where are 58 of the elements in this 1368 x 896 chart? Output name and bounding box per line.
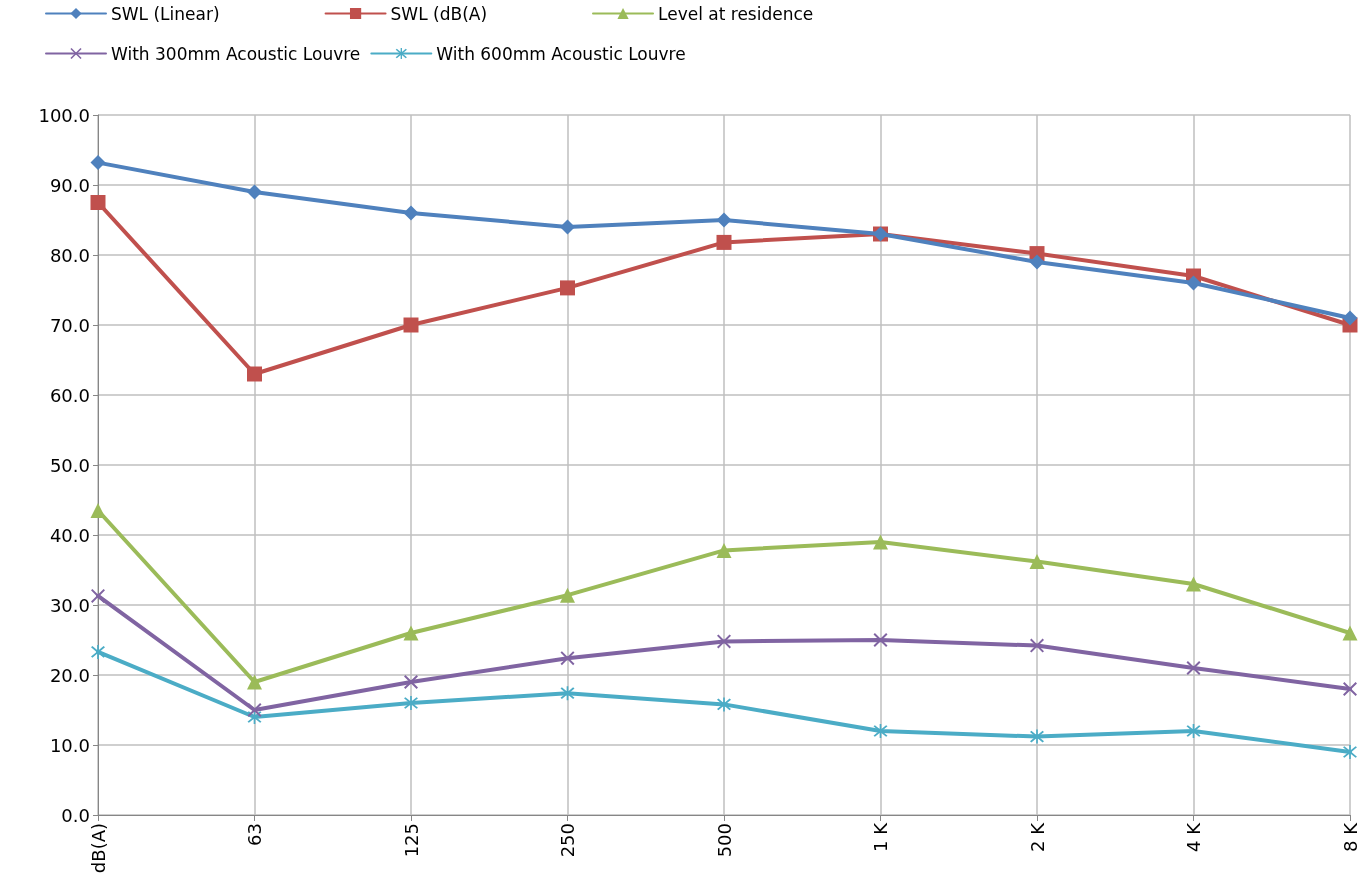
point (717, 697, 731, 712)
point (1342, 310, 1358, 326)
point (90, 155, 106, 171)
y-tick-label: 80.0 (49, 244, 90, 266)
point (560, 587, 575, 603)
legend-label: SWL (dB(A) (390, 3, 488, 24)
point (716, 234, 732, 250)
point (1186, 275, 1201, 291)
y-tick-label: 10.0 (49, 734, 90, 756)
point (91, 588, 105, 603)
point (403, 205, 419, 221)
point (1186, 576, 1201, 592)
point (716, 542, 732, 558)
point (404, 675, 418, 689)
point (247, 184, 262, 200)
x-tick-label: 4 K (1183, 821, 1204, 852)
point (403, 625, 419, 641)
y-tick-label: 20.0 (49, 664, 90, 686)
y-tick-label: 30.0 (49, 594, 90, 616)
point (716, 212, 732, 228)
point (403, 317, 419, 333)
legend-label: Level at residence (658, 3, 814, 24)
point (247, 366, 262, 382)
point (560, 280, 575, 296)
x-tick-label: 1 K (870, 821, 891, 852)
y-tick-label: 100.0 (38, 104, 90, 126)
x-tick-label: 250 (557, 823, 578, 858)
legend-label: With 300mm Acoustic Louvre (111, 43, 361, 64)
point (404, 696, 418, 710)
point (1343, 682, 1357, 696)
legend-label: With 600mm Acoustic Louvre (436, 43, 686, 64)
point (1029, 254, 1045, 270)
point (90, 503, 106, 518)
y-tick-label: 0.0 (61, 804, 90, 826)
point (1029, 554, 1045, 570)
point (560, 219, 575, 235)
point (1030, 729, 1044, 744)
y-tick-label: 90.0 (49, 174, 90, 196)
legend-label: SWL (Linear) (111, 3, 220, 24)
x-tick-label: 125 (400, 823, 422, 858)
point (1343, 745, 1357, 759)
x-tick-label: 500 (713, 823, 735, 858)
x-tick-label: dB(A) (87, 823, 109, 874)
point (1030, 638, 1044, 653)
point (873, 534, 888, 550)
point (91, 644, 105, 659)
y-tick-label: 70.0 (49, 314, 90, 336)
point (560, 651, 575, 666)
point (1342, 625, 1358, 641)
point (90, 195, 106, 210)
point (247, 674, 262, 690)
x-tick-label: 2 K (1026, 821, 1048, 852)
x-tick-label: 63 (244, 823, 265, 846)
y-tick-label: 60.0 (49, 384, 90, 406)
x-tick-label: 8 K (1339, 821, 1361, 852)
point (717, 634, 731, 649)
y-tick-label: 40.0 (49, 524, 90, 546)
y-tick-label: 50.0 (49, 454, 90, 476)
